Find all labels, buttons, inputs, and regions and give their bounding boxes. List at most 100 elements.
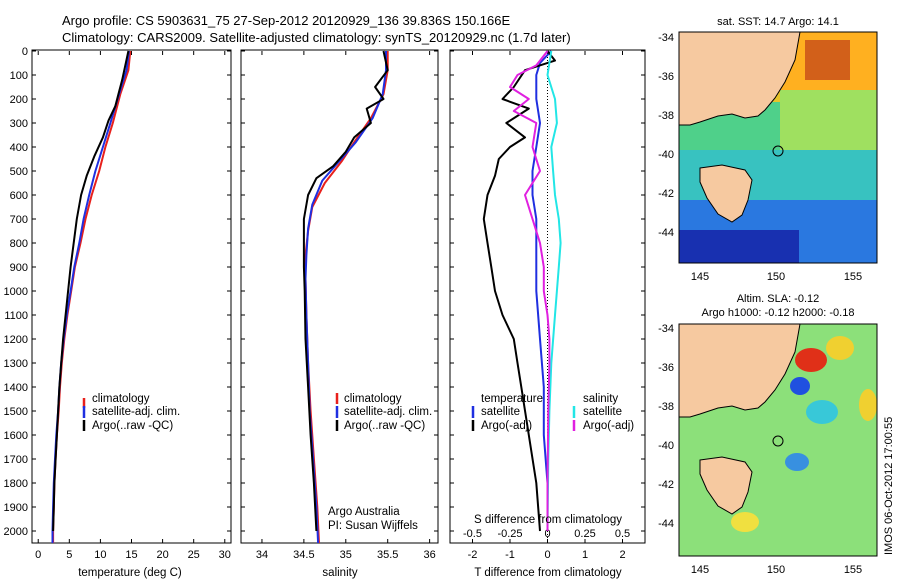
x2-tick-label: -0.25 [497, 528, 522, 540]
legend-argo: Argo(..raw -QC) [92, 420, 173, 432]
imos-watermark: IMOS 06-Oct-2012 17:00:55 [883, 417, 895, 555]
x-tick-label: 35.5 [377, 549, 398, 561]
legend-temperature-header: temperature [481, 393, 543, 405]
y-tick-label: 100 [10, 70, 28, 82]
y-tick-label: 1200 [4, 334, 28, 346]
sla-ytick: -34 [658, 323, 674, 335]
x-tick-label: 34 [256, 549, 268, 561]
sla-ytick: -40 [658, 440, 674, 452]
y-tick-label: 1900 [4, 502, 28, 514]
legend-argo: Argo(..raw -QC) [344, 420, 425, 432]
sla-ytick: -36 [658, 362, 674, 374]
legend-satellite: satellite-adj. clim. [344, 406, 432, 418]
sst-map [678, 31, 878, 264]
title-line1: Argo profile: CS 5903631_75 27-Sep-2012 … [62, 13, 510, 28]
x-tick-label: 10 [94, 549, 106, 561]
salinity-legend: climatology satellite-adj. clim. Argo(..… [328, 393, 432, 532]
x-tick-label: 25 [188, 549, 200, 561]
y-tick-label: 200 [10, 94, 28, 106]
sla-xtick: 145 [691, 564, 709, 576]
title-line2: Climatology: CARS2009. Satellite-adjuste… [62, 30, 571, 45]
y-tick-label: 1800 [4, 478, 28, 490]
sla-high-eddy [795, 348, 827, 372]
sst-ytick: -42 [658, 188, 674, 200]
sla-tasmania [699, 456, 753, 515]
sla-ytick: -44 [658, 518, 674, 530]
legend-climatology: climatology [92, 393, 150, 405]
sla-high-eddy-3 [731, 512, 759, 532]
temperature-x-label: temperature (deg C) [78, 567, 182, 579]
sst-mainland [678, 31, 801, 126]
sst-ytick: -44 [658, 227, 674, 239]
sla-mainland [678, 323, 801, 418]
sla-high-eddy-2 [826, 336, 854, 360]
x-tick-label: 35 [340, 549, 352, 561]
series-salinity-argo-adj [509, 50, 551, 531]
sst-ytick: -40 [658, 149, 674, 161]
series-climatology [52, 50, 132, 543]
sla-argo-location [772, 435, 784, 447]
difference-legend: temperature salinity satellite Argo(-adj… [471, 393, 634, 432]
sla-low-eddy-3 [785, 453, 809, 471]
y-tick-label: 1300 [4, 358, 28, 370]
legend-satellite: satellite-adj. clim. [92, 406, 180, 418]
x2-tick-label: 0.5 [615, 528, 630, 540]
x-tick-label: 2 [619, 549, 625, 561]
x-tick-label: 1 [582, 549, 588, 561]
series-salinity-satellite [546, 50, 562, 532]
y-tick-label: 700 [10, 214, 28, 226]
legend-climatology: climatology [344, 393, 402, 405]
y-tick-label: 1100 [4, 310, 28, 322]
sla-low-eddy [790, 377, 810, 395]
legend-s-argo: Argo(-adj) [583, 420, 634, 432]
x-tick-label: -2 [468, 549, 478, 561]
y-tick-label: 800 [10, 238, 28, 250]
y-tick-label: 2000 [4, 526, 28, 538]
y-tick-label: 1000 [4, 286, 28, 298]
difference-x-label: T difference from climatology [474, 567, 621, 579]
sla-map-ticks: -34 -36 -38 -40 -42 -44 145 150 155 [658, 323, 862, 576]
sst-xtick: 155 [844, 271, 862, 283]
salinity-plot-frame [240, 49, 439, 544]
x2-tick-label: 0.25 [574, 528, 595, 540]
sst-map-title: sat. SST: 14.7 Argo: 14.1 [717, 16, 839, 28]
sla-low-eddy-2 [806, 400, 838, 424]
sst-coldest [679, 230, 799, 263]
x-tick-label: 20 [156, 549, 168, 561]
sst-ytick: -34 [658, 32, 674, 44]
y-tick-label: 600 [10, 190, 28, 202]
sst-map-frame [678, 31, 878, 264]
sst-xtick: 150 [767, 271, 785, 283]
y-tick-label: 1600 [4, 430, 28, 442]
sla-ytick: -42 [658, 479, 674, 491]
series-temperature-satellite [531, 50, 553, 531]
sla-map-title: Altim. SLA: -0.12 [737, 293, 820, 305]
temperature-plot-frame [31, 49, 232, 544]
sst-map-ticks: -34 -36 -38 -40 -42 -44 145 150 155 [658, 32, 862, 283]
x-tick-label: 34.5 [293, 549, 314, 561]
series-satellite-adj-clim [51, 50, 130, 543]
sla-ytick: -38 [658, 401, 674, 413]
legend-t-argo: Argo(-adj) [481, 420, 532, 432]
salinity-x-label: salinity [322, 567, 357, 579]
series-temperature-argo-adj [482, 50, 556, 532]
series-climatology [304, 51, 389, 544]
legend-s-satellite: satellite [583, 406, 622, 418]
sla-map-frame [678, 323, 878, 557]
series-satellite-adj-clim [304, 51, 387, 544]
sla-xtick: 155 [844, 564, 862, 576]
x-tick-label: 36 [423, 549, 435, 561]
salinity-plot: 34 34.5 35 35.5 36 [241, 50, 438, 561]
x-tick-label: 5 [66, 549, 72, 561]
y-tick-label: 400 [10, 142, 28, 154]
sst-tasmania [699, 164, 753, 223]
annotation-pi: PI: Susan Wijffels [328, 520, 418, 532]
y-tick-label: 900 [10, 262, 28, 274]
y-tick-label: 1700 [4, 454, 28, 466]
temperature-legend: climatology satellite-adj. clim. Argo(..… [82, 393, 180, 432]
sst-ytick: -36 [658, 71, 674, 83]
series-argo-raw-qc [52, 50, 130, 532]
x-tick-label: 15 [125, 549, 137, 561]
